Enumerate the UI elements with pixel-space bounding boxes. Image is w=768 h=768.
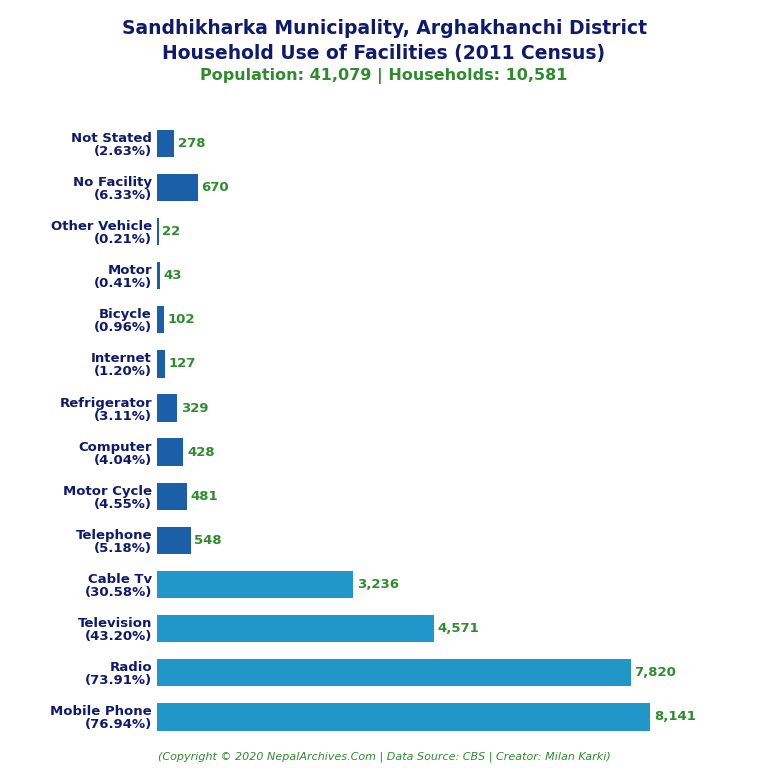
Bar xyxy=(157,439,184,466)
Bar xyxy=(157,482,187,510)
Bar xyxy=(157,306,164,333)
Text: 4,571: 4,571 xyxy=(438,622,479,635)
Text: Sandhikharka Municipality, Arghakhanchi District: Sandhikharka Municipality, Arghakhanchi … xyxy=(121,19,647,38)
Text: 329: 329 xyxy=(181,402,208,415)
Text: 102: 102 xyxy=(167,313,195,326)
Bar xyxy=(157,130,174,157)
Text: 670: 670 xyxy=(202,181,230,194)
Text: Household Use of Facilities (2011 Census): Household Use of Facilities (2011 Census… xyxy=(163,44,605,63)
Bar xyxy=(157,174,198,201)
Bar xyxy=(157,527,190,554)
Bar xyxy=(157,571,353,598)
Text: 8,141: 8,141 xyxy=(654,710,696,723)
Bar xyxy=(157,394,177,422)
Text: 548: 548 xyxy=(194,534,222,547)
Bar xyxy=(157,262,160,290)
Text: 428: 428 xyxy=(187,445,214,458)
Bar xyxy=(157,615,434,642)
Text: 22: 22 xyxy=(162,225,180,238)
Bar xyxy=(157,659,631,687)
Text: 127: 127 xyxy=(169,357,196,370)
Bar xyxy=(157,350,165,378)
Text: 278: 278 xyxy=(178,137,205,150)
Text: (Copyright © 2020 NepalArchives.Com | Data Source: CBS | Creator: Milan Karki): (Copyright © 2020 NepalArchives.Com | Da… xyxy=(157,751,611,762)
Text: Population: 41,079 | Households: 10,581: Population: 41,079 | Households: 10,581 xyxy=(200,68,568,84)
Text: 7,820: 7,820 xyxy=(634,666,677,679)
Text: 481: 481 xyxy=(190,490,218,503)
Bar xyxy=(157,218,159,245)
Bar xyxy=(157,703,650,730)
Text: 43: 43 xyxy=(164,269,182,282)
Text: 3,236: 3,236 xyxy=(357,578,399,591)
